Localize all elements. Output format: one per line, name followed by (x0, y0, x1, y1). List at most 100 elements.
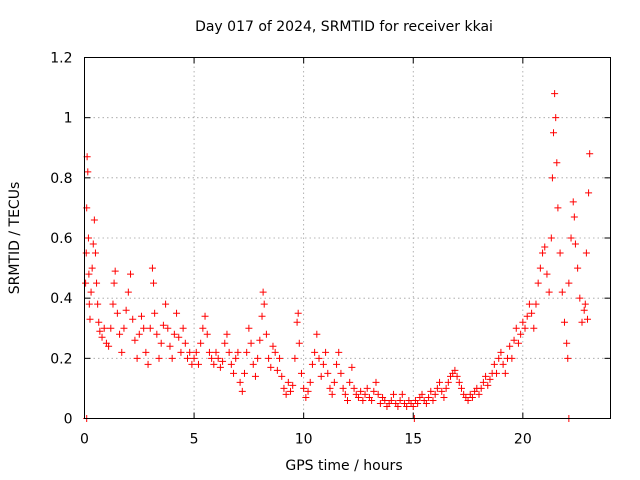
data-point (414, 399, 422, 407)
x-axis-label: GPS time / hours (285, 458, 402, 474)
data-point (109, 300, 117, 308)
data-point (580, 306, 588, 314)
data-point (359, 396, 367, 404)
data-point (122, 306, 130, 314)
data-point (107, 324, 115, 332)
data-point (490, 360, 498, 368)
data-point (300, 384, 308, 392)
data-point (464, 396, 472, 404)
data-point (425, 393, 433, 401)
data-point (271, 348, 279, 356)
data-point (95, 318, 103, 326)
data-point (265, 354, 273, 362)
data-point (243, 348, 251, 356)
data-point (98, 333, 106, 341)
data-point (551, 90, 559, 98)
data-point (475, 390, 483, 398)
y-axis-label: SRMTID / TECUs (7, 182, 23, 295)
data-point (105, 342, 113, 350)
data-point (436, 378, 444, 386)
data-point (129, 315, 137, 323)
data-point (457, 384, 465, 392)
data-point (569, 198, 577, 206)
y-tick-label: 0 (64, 412, 73, 428)
data-point (184, 354, 192, 362)
data-point (468, 393, 476, 401)
data-point (398, 390, 406, 398)
data-point (188, 360, 196, 368)
data-point (306, 378, 314, 386)
data-point (574, 264, 582, 272)
data-point (339, 384, 347, 392)
data-point (532, 300, 540, 308)
data-point (324, 369, 332, 377)
data-point (433, 384, 441, 392)
data-point (94, 300, 102, 308)
data-point (409, 402, 417, 410)
data-point (295, 339, 303, 347)
x-tick-label: 20 (514, 432, 532, 448)
data-point (444, 378, 452, 386)
data-point (517, 330, 525, 338)
data-point (85, 300, 93, 308)
data-point (291, 354, 299, 362)
y-tick-label: 1 (64, 111, 73, 127)
data-point (536, 264, 544, 272)
data-point (256, 336, 264, 344)
data-point (267, 363, 275, 371)
data-point (168, 354, 176, 362)
data-point (330, 378, 338, 386)
data-point (240, 369, 248, 377)
data-point (137, 312, 145, 320)
data-point (440, 393, 448, 401)
data-point (276, 354, 284, 362)
data-point (234, 348, 242, 356)
data-point (210, 360, 218, 368)
data-point (88, 264, 96, 272)
data-point (374, 390, 382, 398)
data-point (422, 399, 430, 407)
data-point (284, 378, 292, 386)
data-point (153, 330, 161, 338)
data-point (354, 393, 362, 401)
data-point (381, 396, 389, 404)
x-tick-label: 5 (190, 432, 199, 448)
data-point (197, 339, 205, 347)
data-point (335, 348, 343, 356)
data-point (438, 387, 446, 395)
data-point (186, 348, 194, 356)
data-point (585, 189, 593, 197)
data-point (376, 399, 384, 407)
data-point (199, 324, 207, 332)
data-point (541, 243, 549, 251)
data-point (150, 279, 158, 287)
data-point (192, 348, 200, 356)
data-point (547, 234, 555, 242)
data-point (554, 204, 562, 212)
data-point (96, 327, 104, 335)
data-point (302, 393, 310, 401)
data-point (142, 348, 150, 356)
data-point (170, 330, 178, 338)
data-point (348, 363, 356, 371)
data-point (534, 279, 542, 287)
data-point (453, 372, 461, 380)
y-tick-label: 1.2 (50, 51, 72, 67)
data-point (497, 348, 505, 356)
data-point (387, 396, 395, 404)
data-point (280, 384, 288, 392)
data-point (368, 396, 376, 404)
data-point (208, 354, 216, 362)
data-point (249, 360, 257, 368)
data-point (563, 339, 571, 347)
data-point (482, 372, 490, 380)
data-point (304, 387, 312, 395)
data-point (495, 354, 503, 362)
x-tick-label: 10 (295, 432, 313, 448)
data-point (155, 354, 163, 362)
data-point (548, 174, 556, 182)
data-point (140, 324, 148, 332)
data-point (525, 300, 533, 308)
data-point (370, 387, 378, 395)
